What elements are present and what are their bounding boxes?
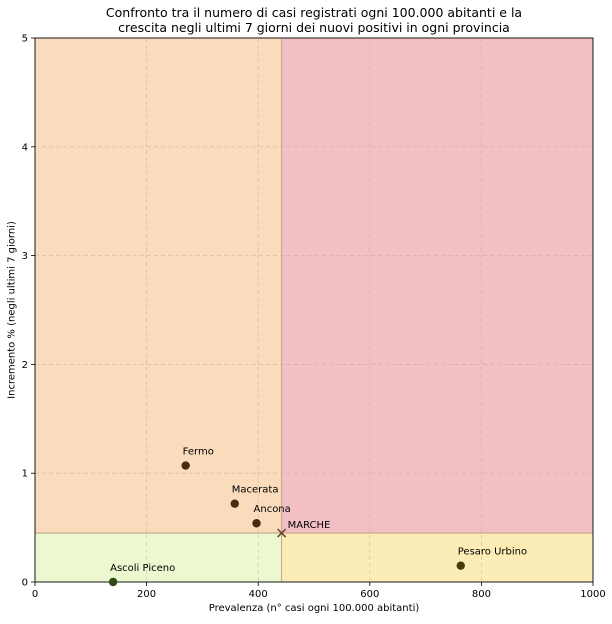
grid-layer	[35, 38, 593, 582]
point-marker-fermo	[181, 461, 190, 470]
y-tick-label: 5	[22, 34, 28, 45]
point-marker-pesaro-urbino	[456, 561, 465, 570]
chart-title-line-2: crescita negli ultimi 7 giorni dei nuovi…	[118, 20, 510, 35]
quadrant-high-prevalence-low-growth	[281, 533, 593, 582]
quadrant-low-prevalence-low-growth	[35, 533, 282, 582]
point-marker-marche	[277, 528, 287, 538]
point-layer: Fermo Macerata Ancona Ascoli Piceno Pesaro U…	[108, 447, 527, 587]
y-tick-label: 2	[22, 360, 28, 371]
point-label-macerata: Macerata	[232, 485, 279, 496]
point-marker-ascoli-piceno	[108, 577, 118, 587]
quadrant-low-prevalence-high-growth	[35, 38, 282, 534]
y-tick-label: 1	[22, 469, 28, 480]
x-tick-label: 1000	[580, 589, 605, 600]
point-label-ancona: Ancona	[254, 504, 291, 515]
y-tick-label: 4	[22, 142, 28, 153]
point-label-fermo: Fermo	[183, 447, 214, 458]
x-marker-stroke	[277, 528, 287, 538]
quadrant-high-prevalence-high-growth	[281, 38, 593, 534]
frame-layer	[34, 37, 594, 583]
x-tick-label: 200	[137, 589, 156, 600]
x-tick-label: 400	[249, 589, 268, 600]
tick-layer: 0 200 400 600 800 1000 0 1 2 3 4 5	[22, 34, 606, 601]
x-tick-label: 600	[360, 589, 379, 600]
point-marker-macerata	[230, 499, 239, 508]
point-marker-ancona	[252, 519, 261, 528]
y-tick-label: 0	[22, 578, 28, 589]
quadrant-layer	[35, 38, 593, 582]
point-label-pesaro-urbino: Pesaro Urbino	[458, 547, 527, 558]
point-label-marche: MARCHE	[288, 520, 331, 531]
y-tick-label: 3	[22, 251, 28, 262]
x-axis-label: Prevalenza (n° casi ogni 100.000 abitant…	[209, 603, 420, 614]
plot-frame	[34, 37, 594, 583]
y-axis-label: Incremento % (negli ultimi 7 giorni)	[7, 221, 18, 399]
chart-title-line-1: Confronto tra il numero di casi registra…	[106, 5, 522, 20]
x-tick-label: 0	[32, 589, 38, 600]
x-tick-label: 800	[472, 589, 491, 600]
point-label-ascoli-piceno: Ascoli Piceno	[110, 563, 175, 574]
